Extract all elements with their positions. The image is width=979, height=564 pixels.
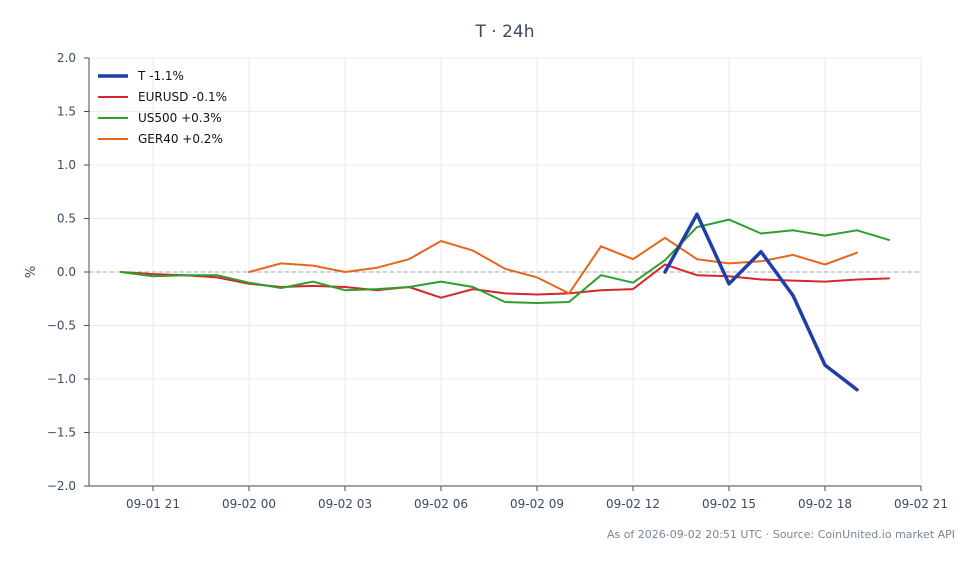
y-tick-label: −1.0 (47, 372, 76, 386)
y-tick-label: −1.5 (47, 426, 76, 440)
x-tick-label: 09-02 21 (894, 497, 948, 511)
y-tick-label: 1.5 (57, 105, 76, 119)
chart-title: T · 24h (474, 22, 534, 42)
x-tick-label: 09-02 00 (222, 497, 276, 511)
series-lines (120, 212, 890, 392)
x-tick-label: 09-02 03 (318, 497, 372, 511)
x-tick-label: 09-01 21 (126, 497, 180, 511)
axes: 2.0 1.5 1.0 0.5 0.0 −0.5 −1.0 −1.5 −2.0 09-01 21 0… (47, 51, 948, 511)
series-line (663, 212, 859, 392)
grid (89, 57, 922, 487)
source-footer: As of 2026-09-02 20:51 UTC · Source: Coi… (607, 528, 955, 541)
legend-label: US500 +0.3% (138, 111, 222, 125)
series-line (120, 218, 890, 304)
y-tick-label: 2.0 (57, 51, 76, 65)
y-tick-label: 0.5 (57, 212, 76, 226)
legend-label: T -1.1% (137, 69, 184, 83)
series-line (248, 236, 858, 295)
y-tick-label: 1.0 (57, 158, 76, 172)
y-tick-label: −2.0 (47, 479, 76, 493)
legend-label: EURUSD -0.1% (138, 90, 227, 104)
y-axis-label: % (24, 266, 39, 278)
x-tick-label: 09-02 06 (414, 497, 468, 511)
x-tick-label: 09-02 09 (510, 497, 564, 511)
legend-label: GER40 +0.2% (138, 132, 223, 146)
y-tick-label: 0.0 (57, 265, 76, 279)
series-line (120, 263, 890, 299)
x-tick-label: 09-02 15 (702, 497, 756, 511)
x-tick-label: 09-02 12 (606, 497, 660, 511)
x-tick-label: 09-02 18 (798, 497, 852, 511)
y-tick-label: −0.5 (47, 319, 76, 333)
legend: T -1.1% EURUSD -0.1% US500 +0.3% GER40 +0.2… (98, 69, 227, 146)
